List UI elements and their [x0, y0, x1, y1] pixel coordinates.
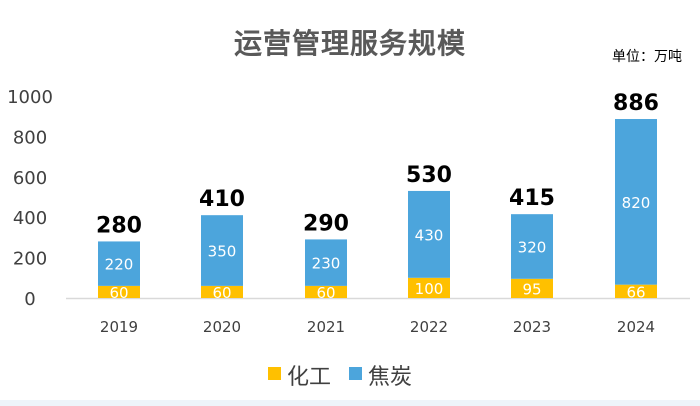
- y-tick-label: 200: [13, 249, 47, 270]
- bar-chemical: [201, 285, 243, 298]
- y-tick-label: 400: [13, 208, 47, 229]
- bar-value-label: 320: [518, 238, 547, 256]
- bar-value-label: 60: [109, 284, 128, 302]
- x-tick-label: 2024: [617, 318, 655, 336]
- total-label: 530: [406, 163, 452, 188]
- bar-coke: [408, 190, 450, 278]
- bar-value-label: 350: [208, 243, 237, 261]
- bar-value-label: 60: [316, 284, 335, 302]
- bar-value-label: 66: [626, 283, 645, 301]
- bar-coke: [511, 214, 553, 279]
- bar-chemical: [98, 285, 140, 298]
- total-label: 290: [303, 211, 349, 236]
- y-tick-label: 0: [24, 289, 35, 310]
- y-tick-label: 600: [13, 168, 47, 189]
- x-tick-label: 2022: [410, 318, 448, 336]
- x-tick-label: 2019: [100, 318, 138, 336]
- y-tick-label: 1000: [7, 87, 53, 108]
- y-tick-label: 800: [13, 127, 47, 148]
- bar-chemical: [408, 277, 450, 298]
- bar-value-label: 230: [312, 255, 341, 273]
- total-label: 280: [96, 213, 142, 238]
- chart-title: 运营管理服务规模: [233, 27, 466, 60]
- bar-value-label: 100: [415, 280, 444, 298]
- bar-chemical: [305, 285, 347, 298]
- legend-swatch-coke: [349, 367, 362, 380]
- bar-value-label: 60: [212, 284, 231, 302]
- x-tick-label: 2021: [307, 318, 345, 336]
- bar-value-label: 220: [105, 256, 134, 274]
- bar-chemical: [511, 278, 553, 298]
- bar-chemical: [615, 284, 657, 298]
- x-tick-label: 2020: [203, 318, 241, 336]
- total-label: 415: [509, 186, 555, 211]
- bar-coke: [201, 215, 243, 286]
- unit-label: 单位：万吨: [612, 49, 682, 65]
- legend-swatch-chemical: [268, 367, 281, 380]
- legend-label-coke: 焦炭: [368, 365, 412, 390]
- x-tick-label: 2023: [513, 318, 551, 336]
- total-label: 886: [613, 91, 659, 116]
- legend-label-chemical: 化工: [287, 365, 331, 390]
- bar-value-label: 820: [622, 194, 651, 212]
- bar-value-label: 430: [415, 226, 444, 244]
- bar-coke: [305, 239, 347, 286]
- bar-coke: [98, 241, 140, 286]
- bottom-strip: [0, 400, 700, 406]
- bar-coke: [615, 119, 657, 285]
- bar-value-label: 95: [522, 280, 541, 298]
- total-label: 410: [199, 187, 245, 212]
